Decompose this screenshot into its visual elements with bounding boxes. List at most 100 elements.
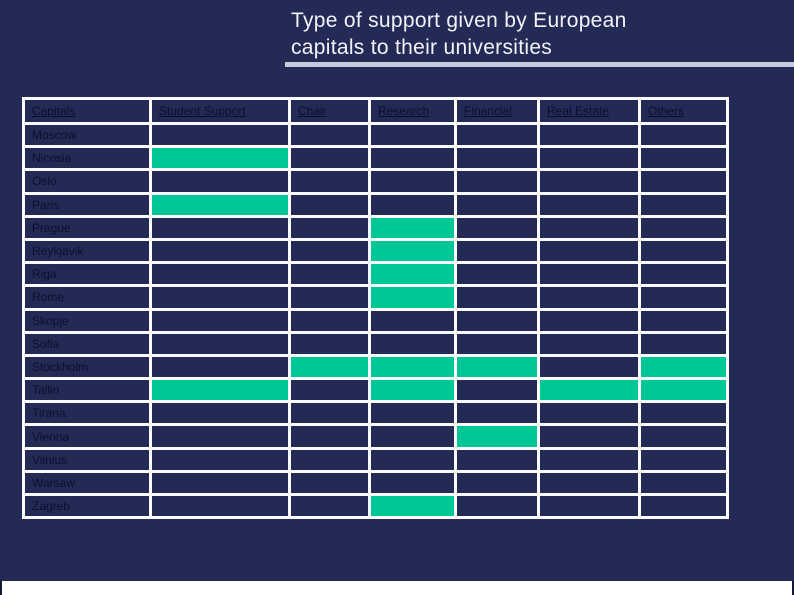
support-cell [288, 121, 371, 149]
support-cell [638, 423, 729, 450]
support-cell [368, 330, 457, 357]
support-cell [288, 237, 371, 265]
support-cell [288, 168, 371, 195]
column-header: Financial [454, 97, 540, 125]
support-cell [638, 121, 729, 149]
capital-cell: Stockholm [22, 353, 152, 381]
support-cell [149, 121, 291, 149]
support-cell [454, 145, 540, 172]
capital-cell: Warsaw [22, 469, 152, 497]
support-cell [149, 377, 291, 404]
support-cell [368, 191, 457, 218]
support-cell [288, 469, 371, 497]
support-cell [454, 469, 540, 497]
support-cell [638, 492, 729, 520]
support-cell [368, 121, 457, 149]
support-cell [288, 145, 371, 172]
page-title: Type of support given by European capita… [291, 7, 627, 61]
capital-cell: Prague [22, 214, 152, 241]
support-cell [149, 145, 291, 172]
support-cell [454, 423, 540, 450]
support-cell [638, 237, 729, 265]
support-cell [638, 330, 729, 357]
table-row: Riga [22, 261, 729, 288]
support-cell [368, 446, 457, 473]
page-title-line-2: capitals to their universities [291, 36, 553, 59]
support-cell [638, 400, 729, 427]
support-cell [149, 191, 291, 218]
support-cell [638, 446, 729, 473]
table-row: Oslo [22, 168, 729, 195]
column-header: Capitals [22, 97, 152, 125]
support-cell [368, 469, 457, 497]
support-cell [537, 377, 641, 404]
table-row: Moscow [22, 121, 729, 149]
support-cell [638, 353, 729, 381]
capital-cell: Paris [22, 191, 152, 218]
support-cell [288, 330, 371, 357]
support-cell [638, 145, 729, 172]
support-cell [149, 492, 291, 520]
support-cell [537, 353, 641, 381]
footer-bar [0, 581, 794, 595]
support-cell [454, 400, 540, 427]
support-cell [149, 423, 291, 450]
support-cell [149, 446, 291, 473]
support-cell [454, 284, 540, 311]
table-row: Rome [22, 284, 729, 311]
support-cell [368, 214, 457, 241]
support-cell [454, 446, 540, 473]
support-cell [149, 400, 291, 427]
column-header: Others [638, 97, 729, 125]
column-header: Chair [288, 97, 371, 125]
support-cell [537, 168, 641, 195]
support-cell [537, 237, 641, 265]
support-cell [454, 307, 540, 334]
table-row: Warsaw [22, 469, 729, 497]
support-cell [537, 446, 641, 473]
support-table: Capitals Student Support Chair Research Fina… [22, 97, 729, 520]
capital-cell: Moscow [22, 121, 152, 149]
capital-cell: Vienna [22, 423, 152, 450]
column-header: Real Estate [537, 97, 641, 125]
support-cell [368, 423, 457, 450]
support-cell [537, 330, 641, 357]
table-row: Tallin [22, 377, 729, 404]
support-cell [288, 284, 371, 311]
support-cell [638, 261, 729, 288]
capital-cell: Riga [22, 261, 152, 288]
support-cell [288, 307, 371, 334]
table-row: Vienna [22, 423, 729, 450]
support-cell [454, 330, 540, 357]
support-cell [638, 168, 729, 195]
support-cell [454, 191, 540, 218]
support-cell [454, 214, 540, 241]
table-row: Paris [22, 191, 729, 218]
support-cell [638, 191, 729, 218]
support-cell [288, 261, 371, 288]
support-cell [454, 237, 540, 265]
capital-cell: Skopje [22, 307, 152, 334]
table-row: Prague [22, 214, 729, 241]
support-cell [537, 423, 641, 450]
table-row: Vilnius [22, 446, 729, 473]
support-cell [149, 237, 291, 265]
support-cell [149, 168, 291, 195]
capital-cell: Sofia [22, 330, 152, 357]
support-cell [149, 284, 291, 311]
support-cell [537, 191, 641, 218]
support-cell [638, 284, 729, 311]
support-cell [368, 377, 457, 404]
support-cell [454, 121, 540, 149]
capital-cell: Vilnius [22, 446, 152, 473]
support-cell [454, 168, 540, 195]
capital-cell: Zagreb [22, 492, 152, 520]
support-cell [368, 492, 457, 520]
support-cell [368, 353, 457, 381]
support-cell [288, 400, 371, 427]
support-cell [288, 214, 371, 241]
capital-cell: Oslo [22, 168, 152, 195]
column-header: Student Support [149, 97, 291, 125]
support-cell [537, 145, 641, 172]
